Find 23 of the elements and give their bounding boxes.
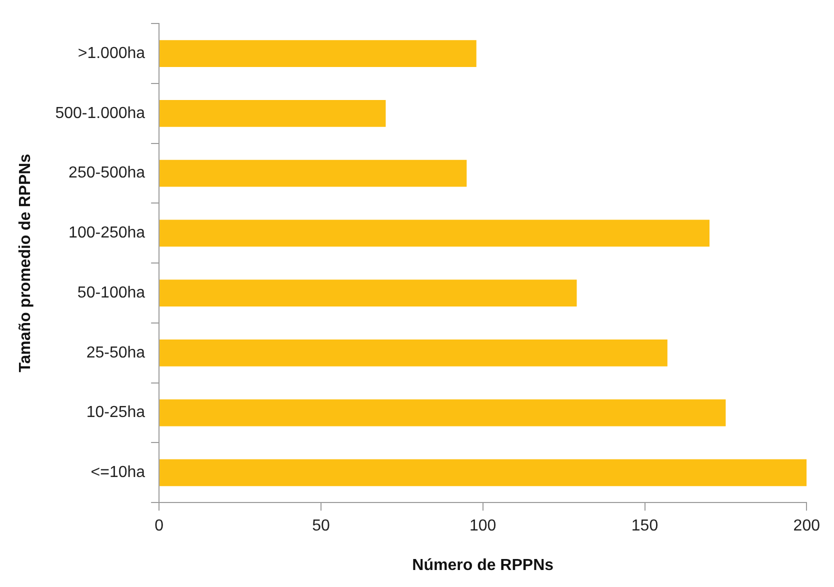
x-tick-label: 150 [631,518,658,535]
x-tick-label: 50 [312,518,330,535]
bar [160,399,726,426]
x-tick-label: 200 [793,518,820,535]
bar [160,160,467,187]
bar [160,280,577,307]
y-tick-label: 50-100ha [77,284,146,302]
y-tick-label: >1.000ha [78,44,146,62]
bar [160,339,668,366]
y-tick-label: 500-1.000ha [55,104,146,122]
y-tick-label: 10-25ha [86,404,146,422]
bar [160,459,807,486]
y-tick-label: 25-50ha [86,344,146,362]
x-tick-label: 0 [154,518,164,535]
x-axis-title: Número de RPPNs [412,556,554,574]
x-tick-label: 100 [470,518,496,535]
bar [160,100,386,127]
y-tick-label: 100-250ha [68,224,146,242]
y-tick-label: <=10ha [90,464,146,482]
bar [160,220,710,247]
y-tick-label: 250-500ha [68,164,146,182]
bar [160,40,476,68]
y-axis-title: Tamaño promedio de RPPNs [17,154,34,372]
